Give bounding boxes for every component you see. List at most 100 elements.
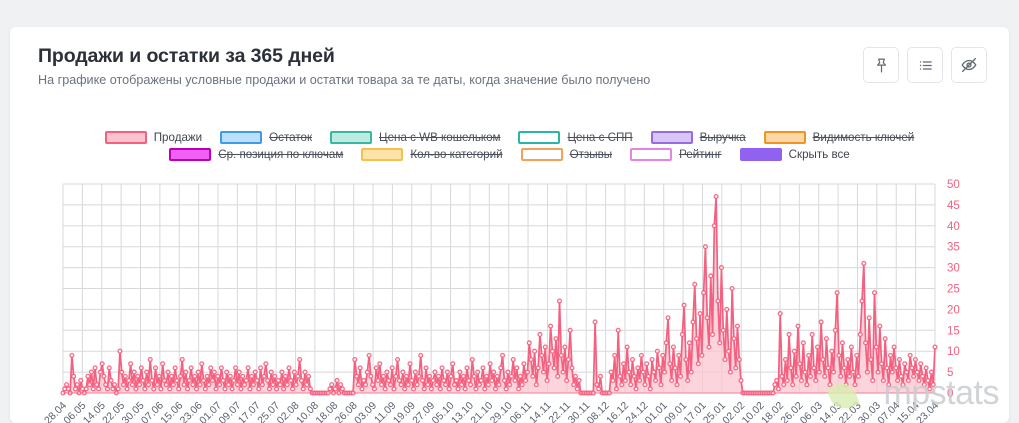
data-point-marker[interactable]: [129, 382, 135, 388]
data-point-marker[interactable]: [234, 382, 240, 388]
data-point-marker[interactable]: [500, 352, 506, 358]
legend-item-1-2[interactable]: Отзывы: [520, 148, 612, 161]
data-point-marker[interactable]: [549, 348, 555, 354]
data-point-marker[interactable]: [421, 386, 427, 392]
data-point-marker[interactable]: [532, 348, 538, 354]
data-point-marker[interactable]: [540, 369, 547, 375]
data-point-marker[interactable]: [619, 382, 625, 388]
data-point-marker[interactable]: [665, 315, 671, 321]
data-point-marker[interactable]: [715, 298, 721, 304]
data-point-marker[interactable]: [177, 373, 184, 379]
data-point-marker[interactable]: [222, 386, 228, 392]
legend-item-0-5[interactable]: Видимость ключей: [763, 131, 914, 144]
sales-area-chart[interactable]: 0510152025303540455028.0406.0514.0522.05…: [10, 177, 1009, 423]
data-point-marker[interactable]: [405, 382, 411, 388]
data-point-marker[interactable]: [861, 260, 867, 266]
data-point-marker[interactable]: [556, 298, 563, 304]
data-point-marker[interactable]: [777, 311, 783, 317]
data-point-marker[interactable]: [387, 382, 393, 388]
data-point-marker[interactable]: [923, 365, 929, 371]
data-point-marker[interactable]: [386, 377, 392, 384]
data-point-marker[interactable]: [257, 365, 264, 371]
data-point-marker[interactable]: [185, 386, 191, 392]
data-point-marker[interactable]: [681, 302, 687, 308]
data-point-marker[interactable]: [911, 373, 917, 379]
data-point-marker[interactable]: [117, 348, 123, 354]
data-point-marker[interactable]: [231, 377, 237, 384]
data-point-marker[interactable]: [551, 365, 557, 371]
data-point-marker[interactable]: [384, 369, 390, 375]
data-point-marker[interactable]: [827, 382, 833, 388]
data-point-marker[interactable]: [731, 336, 737, 342]
data-point-marker[interactable]: [135, 373, 141, 379]
data-point-marker[interactable]: [145, 382, 151, 388]
data-point-marker[interactable]: [893, 365, 899, 371]
data-point-marker[interactable]: [441, 377, 447, 384]
data-point-marker[interactable]: [124, 386, 130, 392]
data-point-marker[interactable]: [626, 369, 632, 375]
data-point-marker[interactable]: [576, 377, 582, 384]
data-point-marker[interactable]: [256, 386, 262, 392]
data-point-marker[interactable]: [690, 319, 696, 325]
data-point-marker[interactable]: [236, 369, 242, 375]
data-point-marker[interactable]: [505, 369, 511, 375]
data-point-marker[interactable]: [466, 377, 472, 384]
data-point-marker[interactable]: [414, 382, 420, 388]
data-point-marker[interactable]: [329, 382, 335, 388]
data-point-marker[interactable]: [302, 369, 308, 375]
data-point-marker[interactable]: [437, 386, 443, 392]
data-point-marker[interactable]: [713, 193, 719, 200]
data-point-marker[interactable]: [891, 344, 897, 350]
data-point-marker[interactable]: [571, 382, 577, 388]
data-point-marker[interactable]: [932, 344, 938, 350]
data-point-marker[interactable]: [709, 331, 716, 338]
data-point-marker[interactable]: [829, 348, 835, 354]
data-point-marker[interactable]: [206, 382, 212, 388]
data-point-marker[interactable]: [663, 340, 669, 346]
data-point-marker[interactable]: [195, 369, 201, 375]
data-point-marker[interactable]: [660, 352, 666, 358]
data-point-marker[interactable]: [718, 265, 724, 271]
data-point-marker[interactable]: [651, 369, 657, 375]
data-point-marker[interactable]: [825, 365, 831, 371]
data-point-marker[interactable]: [523, 377, 529, 384]
data-point-marker[interactable]: [914, 369, 920, 375]
data-point-marker[interactable]: [457, 369, 463, 375]
data-point-marker[interactable]: [126, 377, 132, 384]
data-point-marker[interactable]: [658, 382, 664, 388]
data-point-marker[interactable]: [229, 386, 235, 392]
data-point-marker[interactable]: [711, 223, 717, 229]
data-point-marker[interactable]: [110, 386, 116, 392]
data-point-marker[interactable]: [528, 357, 534, 363]
data-point-marker[interactable]: [361, 377, 367, 384]
data-point-marker[interactable]: [482, 386, 488, 392]
data-point-marker[interactable]: [106, 365, 112, 371]
data-point-marker[interactable]: [667, 361, 673, 367]
data-point-marker[interactable]: [870, 377, 876, 384]
data-point-marker[interactable]: [653, 377, 659, 384]
data-point-marker[interactable]: [508, 373, 515, 379]
data-point-marker[interactable]: [460, 373, 466, 379]
data-point-marker[interactable]: [339, 386, 345, 392]
data-point-marker[interactable]: [225, 382, 232, 388]
data-point-marker[interactable]: [562, 344, 568, 350]
data-point-marker[interactable]: [854, 352, 860, 358]
data-point-marker[interactable]: [491, 369, 497, 375]
legend-item-1-4[interactable]: Скрыть все: [739, 148, 850, 161]
data-point-marker[interactable]: [736, 357, 742, 363]
data-point-marker[interactable]: [97, 369, 103, 375]
data-point-marker[interactable]: [542, 344, 548, 350]
data-point-marker[interactable]: [204, 373, 210, 379]
data-point-marker[interactable]: [108, 377, 114, 384]
data-point-marker[interactable]: [654, 348, 660, 354]
data-point-marker[interactable]: [670, 344, 676, 350]
data-point-marker[interactable]: [610, 377, 616, 384]
data-point-marker[interactable]: [425, 382, 431, 388]
data-point-marker[interactable]: [786, 331, 792, 338]
data-point-marker[interactable]: [701, 290, 707, 296]
legend-item-1-0[interactable]: Ср. позиция по ключам: [169, 148, 343, 161]
data-point-marker[interactable]: [686, 340, 692, 346]
data-point-marker[interactable]: [813, 377, 819, 384]
data-point-marker[interactable]: [243, 377, 249, 384]
chart-plot-area[interactable]: 0 5 10 15 20 25 30 35 40 45 50 28.04 06.05 14.05 22.05…: [10, 177, 1009, 423]
